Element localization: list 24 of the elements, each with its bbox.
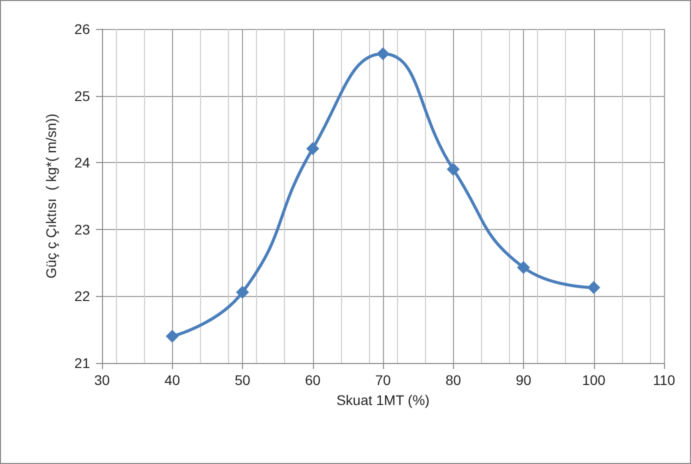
x-axis-title: Skuat 1MT (%) bbox=[336, 392, 430, 408]
point bbox=[236, 286, 249, 299]
x-tick-label: 30 bbox=[94, 372, 110, 388]
point bbox=[517, 260, 530, 274]
y-tick-label: 22 bbox=[74, 288, 90, 304]
x-tick-label: 100 bbox=[582, 372, 606, 388]
point bbox=[166, 330, 179, 343]
x-tick-label: 70 bbox=[375, 372, 391, 388]
y-tick-label: 21 bbox=[74, 355, 90, 371]
y-tick-label: 26 bbox=[74, 21, 90, 37]
x-tick-label: 50 bbox=[234, 372, 250, 388]
y-axis-title: Güç ç Çıktısı ( kg*( m/sn)) bbox=[43, 114, 59, 278]
point bbox=[587, 281, 600, 294]
y-tick-label: 24 bbox=[74, 154, 90, 171]
y-tick-label: 23 bbox=[74, 221, 90, 238]
x-tick-label: 110 bbox=[652, 372, 676, 388]
x-tick-label: 40 bbox=[164, 372, 180, 388]
point bbox=[376, 47, 390, 60]
x-tick-label: 80 bbox=[445, 372, 462, 388]
y-tick-label: 25 bbox=[74, 88, 90, 104]
x-tick-label: 90 bbox=[516, 372, 532, 388]
point bbox=[446, 162, 460, 176]
x-tick-label: 60 bbox=[304, 372, 321, 388]
point bbox=[306, 142, 320, 156]
